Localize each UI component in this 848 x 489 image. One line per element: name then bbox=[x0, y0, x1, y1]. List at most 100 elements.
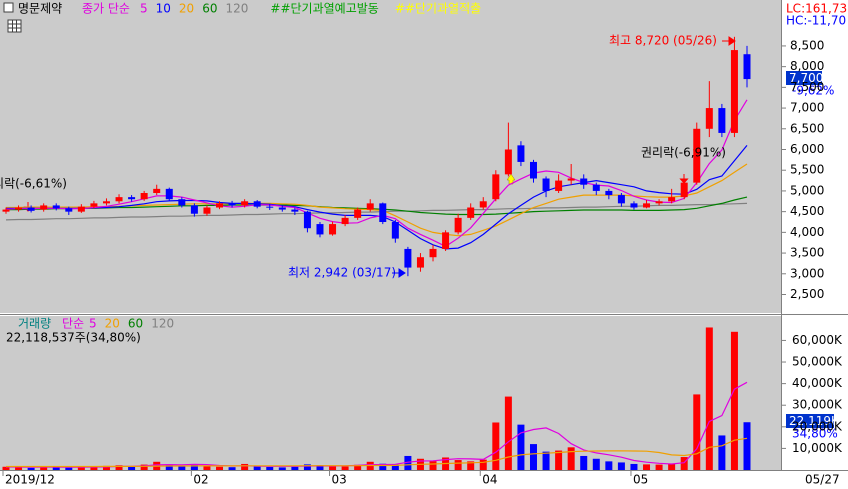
grid-icon-box[interactable] bbox=[7, 19, 22, 33]
low-arrow bbox=[392, 268, 406, 278]
legend-item: 5 bbox=[140, 2, 148, 16]
last-volume-box bbox=[786, 414, 834, 428]
candle-body bbox=[668, 197, 676, 202]
volume-bar bbox=[567, 447, 575, 470]
y-tick-label: 7,500 bbox=[790, 80, 824, 94]
volume-bar bbox=[128, 466, 136, 470]
candle-body bbox=[366, 203, 374, 210]
volume-bar bbox=[580, 455, 588, 470]
volume-bar bbox=[278, 467, 286, 470]
grid-icon-lines bbox=[8, 20, 21, 32]
candle-body bbox=[743, 54, 751, 80]
y-tick-label: 4,500 bbox=[790, 204, 824, 218]
candle-body bbox=[442, 232, 450, 249]
volume-bar bbox=[705, 327, 713, 470]
volume-bar bbox=[316, 465, 324, 470]
candle-body bbox=[718, 108, 726, 133]
legend-item: 10 bbox=[156, 2, 171, 16]
candle-body bbox=[102, 201, 110, 204]
volume-bar bbox=[341, 466, 349, 470]
legend-item: 60 bbox=[202, 2, 217, 16]
y-tick-label: 50,000K bbox=[792, 355, 843, 369]
candle-body bbox=[165, 188, 173, 200]
y-tick-label: 8,500 bbox=[790, 38, 824, 52]
annotation: 최고 8,720 (05/26) bbox=[609, 34, 717, 48]
volume-bar bbox=[216, 466, 224, 470]
candle-body bbox=[15, 207, 23, 210]
volume-legend-item: 20 bbox=[105, 317, 120, 331]
y-tick-label: 30,000K bbox=[792, 398, 843, 412]
volume-change: 34,80% bbox=[792, 427, 838, 441]
y-tick-label: 10,000K bbox=[792, 441, 843, 455]
y-tick-label: 20,000K bbox=[792, 419, 843, 433]
annotation: 권리락(-6,61%) bbox=[0, 177, 67, 191]
volume-bar bbox=[555, 450, 563, 470]
moving-average bbox=[6, 196, 748, 216]
candle-body bbox=[329, 224, 337, 235]
last-price-box bbox=[786, 71, 822, 85]
volume-legend-item: 120 bbox=[151, 317, 174, 331]
candle-body bbox=[705, 108, 713, 129]
legend-item: 120 bbox=[225, 2, 248, 16]
volume-bar bbox=[454, 460, 462, 470]
candle-body bbox=[316, 224, 324, 235]
price-change: -9,62% bbox=[792, 84, 834, 98]
grid-icon[interactable] bbox=[7, 19, 22, 33]
volume-bar bbox=[241, 463, 249, 470]
volume-bar bbox=[529, 444, 537, 470]
candle-body bbox=[542, 178, 550, 191]
volume-bar bbox=[668, 463, 676, 470]
lc-label: LC:161,73 bbox=[786, 2, 847, 16]
candle-body bbox=[40, 205, 48, 210]
volume-bar bbox=[492, 422, 500, 470]
candle-body bbox=[90, 203, 98, 207]
x-tick-label: 04 bbox=[482, 473, 497, 487]
y-tick-label: 3,000 bbox=[790, 266, 824, 280]
volume-bar bbox=[303, 464, 311, 470]
candle-body bbox=[580, 178, 588, 185]
hc-label: HC:-11,70 bbox=[786, 14, 846, 28]
volume-bar bbox=[27, 467, 35, 470]
title-icon[interactable] bbox=[3, 2, 14, 13]
volume-bar bbox=[630, 463, 638, 470]
x-tick-label: 02 bbox=[193, 473, 208, 487]
volume-bar bbox=[617, 462, 625, 470]
y-tick-label: 60,000K bbox=[792, 333, 843, 347]
candle-body bbox=[354, 209, 362, 218]
candle-body bbox=[429, 248, 437, 258]
candle-body bbox=[630, 203, 638, 208]
volume-bar bbox=[203, 466, 211, 470]
candle-body bbox=[65, 208, 73, 212]
volume-legend-item: 60 bbox=[128, 317, 143, 331]
high-arrow bbox=[722, 36, 736, 46]
volume-bar bbox=[140, 464, 148, 470]
x-tick-label: 03 bbox=[332, 473, 347, 487]
volume-bar bbox=[680, 457, 688, 470]
volume-bar bbox=[228, 467, 236, 470]
candle-body bbox=[303, 211, 311, 229]
candle-body bbox=[391, 222, 399, 239]
last-price: 7,700 bbox=[789, 71, 823, 85]
stock-name: 명문제약 bbox=[18, 1, 62, 16]
volume-bar bbox=[743, 422, 751, 470]
volume-title: 거래량 bbox=[18, 317, 51, 331]
volume-bar bbox=[102, 465, 110, 470]
volume-bar bbox=[693, 394, 701, 470]
volume-bar bbox=[52, 467, 60, 470]
volume-bar bbox=[15, 467, 23, 470]
candle-body bbox=[567, 178, 575, 181]
y-tick-label: 6,500 bbox=[790, 121, 824, 135]
y-tick-label: 3,500 bbox=[790, 246, 824, 260]
candle-body bbox=[52, 205, 60, 209]
candle-body bbox=[115, 197, 123, 202]
volume-bar bbox=[605, 461, 613, 470]
candle-body bbox=[479, 201, 487, 208]
volume-bar bbox=[266, 466, 274, 470]
candle-body bbox=[467, 207, 475, 218]
volume-bar bbox=[40, 466, 48, 470]
volume-bar bbox=[253, 466, 261, 470]
candle-body bbox=[27, 207, 35, 211]
volume-bar bbox=[90, 466, 98, 470]
x-tick-label: 2019/12 bbox=[5, 473, 55, 487]
annotation: 최저 2,942 (03/17) bbox=[288, 266, 396, 280]
